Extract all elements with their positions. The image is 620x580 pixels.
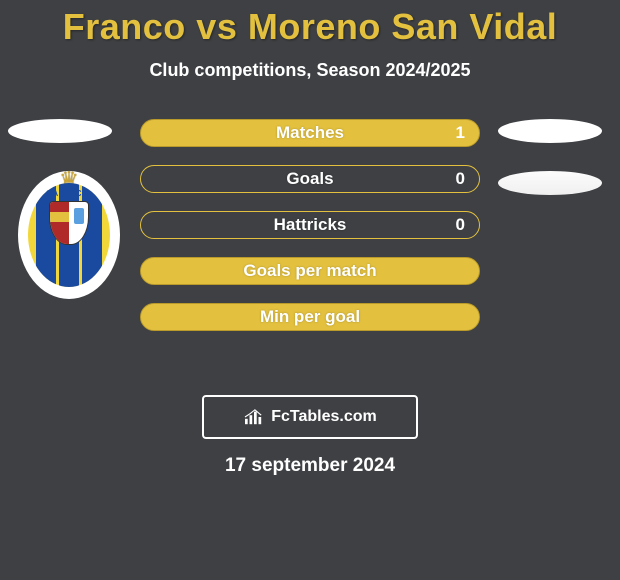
- stat-value: 1: [456, 120, 465, 146]
- stat-value: 0: [456, 212, 465, 238]
- stat-label: Goals per match: [141, 258, 479, 284]
- date-text: 17 september 2024: [0, 455, 620, 477]
- stat-label: Matches: [141, 120, 479, 146]
- stat-label: Goals: [141, 166, 479, 192]
- stat-label: Min per goal: [141, 304, 479, 330]
- club-badge-left: ♛ CADIZ C.F.: [18, 171, 120, 299]
- stat-label: Hattricks: [141, 212, 479, 238]
- stat-row: Goals per match: [140, 257, 480, 285]
- subtitle: Club competitions, Season 2024/2025: [0, 60, 620, 81]
- page-title: Franco vs Moreno San Vidal: [0, 0, 620, 48]
- player-right-avatar: [498, 119, 602, 143]
- bar-chart-icon: [243, 408, 265, 426]
- badge-text: CADIZ C.F.: [18, 189, 120, 198]
- stat-row: Goals0: [140, 165, 480, 193]
- stat-row: Min per goal: [140, 303, 480, 331]
- player-right-body: [498, 171, 602, 195]
- stat-value: 0: [456, 166, 465, 192]
- player-left-avatar: [8, 119, 112, 143]
- stat-row: Matches1: [140, 119, 480, 147]
- attribution-text: FcTables.com: [271, 408, 377, 426]
- stat-rows: Matches1Goals0Hattricks0Goals per matchM…: [140, 119, 480, 349]
- comparison-panel: ♛ CADIZ C.F. Matches1Goals0Hattricks0Goa…: [0, 119, 620, 379]
- stat-row: Hattricks0: [140, 211, 480, 239]
- attribution-box[interactable]: FcTables.com: [202, 395, 418, 439]
